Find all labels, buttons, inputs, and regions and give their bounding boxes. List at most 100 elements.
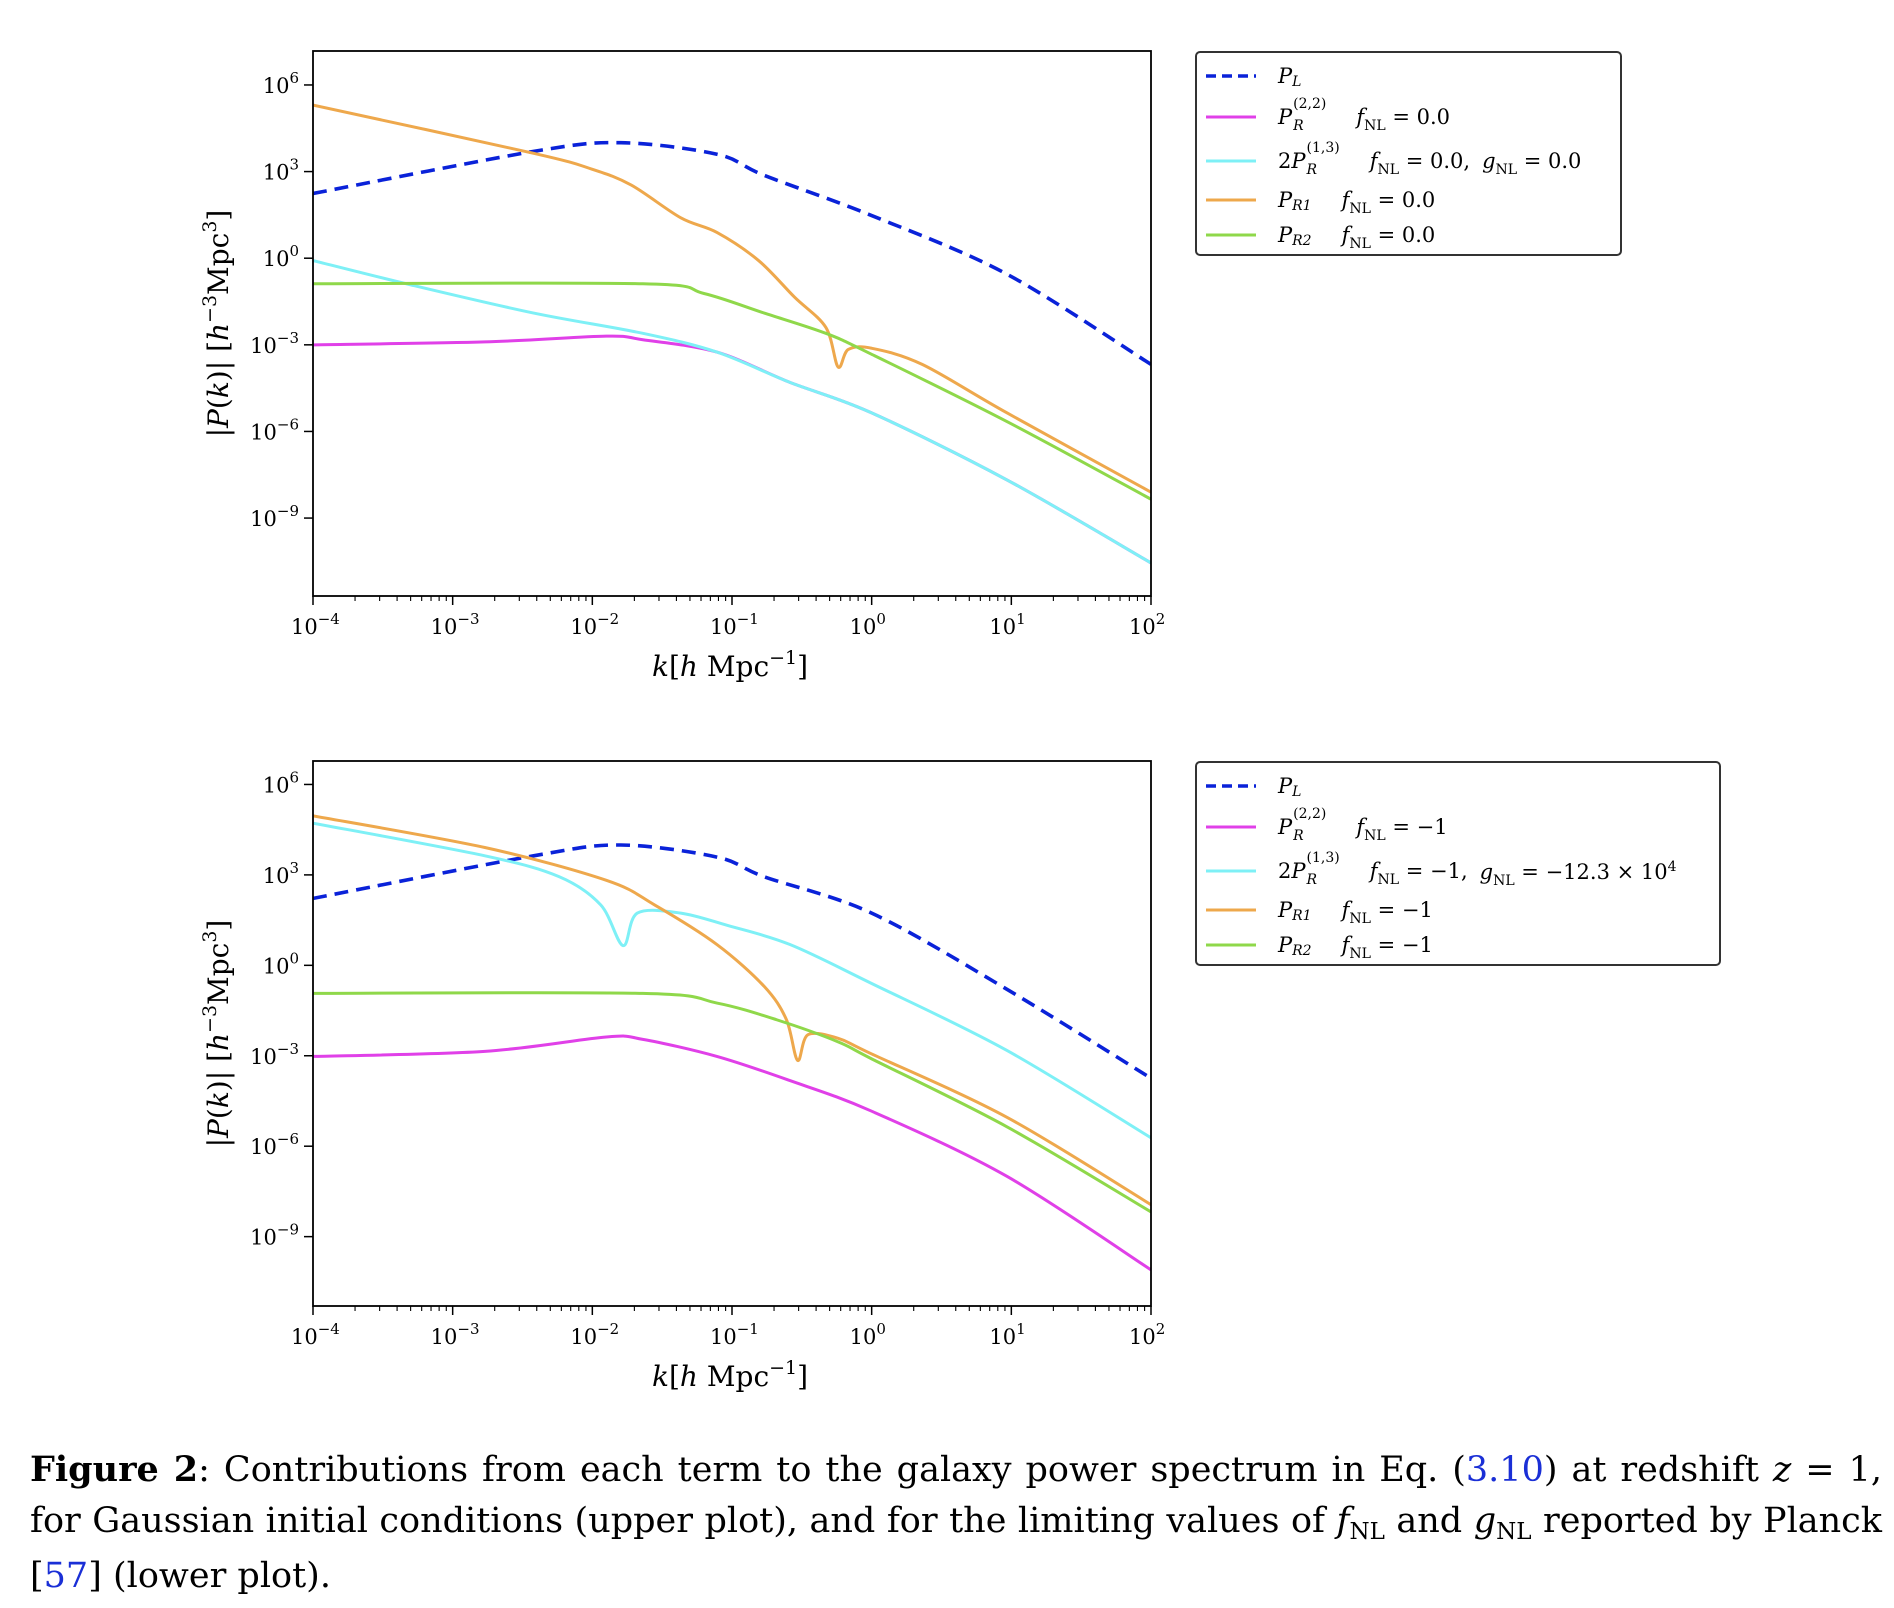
x-tick-label: 10−2: [570, 610, 619, 639]
y-tick-exponent: −3: [277, 1040, 299, 1058]
param-value: = −12.3 × 10: [1514, 859, 1668, 884]
x-tick-label: 100: [850, 1320, 886, 1349]
y-tick-label: 10−6: [250, 1130, 299, 1159]
y-tick-label: 106: [263, 69, 299, 98]
plot-upper: 10−4 10−3 10−2 10−1 100 101 10210610310010−310…: [199, 50, 1165, 683]
caption-text: ) at redshift: [1543, 1450, 1773, 1490]
figure-caption: Figure 2: Contributions from each term t…: [30, 1444, 1882, 1602]
x-tick-exponent: 1: [1016, 610, 1026, 628]
legend-superscript: (2,2): [1293, 806, 1327, 822]
legend-param: fNL = −1: [1356, 815, 1447, 844]
caption-label: Figure 2: [30, 1449, 199, 1490]
y-tick-exponent: −6: [277, 1130, 299, 1148]
param-sub: NL: [1364, 118, 1386, 134]
series-line-pr1: [313, 103, 1151, 494]
x-tick-exponent: 1: [1016, 1320, 1026, 1338]
y-label-P: P: [202, 408, 235, 429]
legend-subscript: R1: [1292, 198, 1312, 214]
param-sub: NL: [1495, 162, 1518, 178]
y-tick-base: 10: [263, 773, 290, 797]
y-tick-base: 10: [263, 864, 290, 888]
caption-text: = 1, for Gaussian initial conditions (up…: [30, 1450, 1882, 1541]
series-line-2pr13: [313, 259, 1151, 565]
y-axis-label: |P(k)| [h−3Mpc3]: [199, 920, 235, 1148]
legend-symbol: P: [1291, 149, 1306, 173]
legend-subscript: R2: [1292, 233, 1312, 249]
legend-param: fNL = 0.0: [1341, 188, 1436, 217]
legend-swatch: [1206, 115, 1256, 119]
y-tick-base: 10: [250, 1045, 277, 1069]
axes-frame: [312, 760, 1152, 1307]
legend-swatch: [1206, 825, 1256, 829]
param-value: = −1: [1370, 933, 1433, 957]
param-var: g: [1479, 859, 1494, 884]
legend-param: fNL = 0.0: [1356, 105, 1450, 134]
y-tick-base: 10: [263, 247, 290, 271]
legend-symbol: P: [1278, 774, 1293, 798]
x-tick-base: 10: [710, 1325, 737, 1349]
legend-swatch: [1206, 74, 1256, 78]
citation-link[interactable]: 57: [43, 1556, 89, 1596]
caption-math: z: [1772, 1450, 1792, 1490]
legend-swatch: [1206, 159, 1256, 163]
x-tick-exponent: −3: [457, 610, 479, 628]
x-tick-label: 10−1: [710, 1320, 759, 1349]
x-tick-exponent: −4: [318, 1320, 340, 1338]
y-tick-base: 10: [250, 1135, 277, 1159]
param-value: = −1,: [1399, 859, 1468, 883]
x-tick-base: 10: [570, 1325, 597, 1349]
param-sub: NL: [1493, 872, 1515, 889]
legend-param: fNL = −1,: [1370, 859, 1468, 888]
x-tick-exponent: −2: [597, 610, 619, 628]
x-axis-label: k[h Mpc−1]: [652, 1357, 808, 1393]
param-var: f: [1369, 149, 1378, 173]
param-var: g: [1482, 149, 1496, 173]
y-label-unit: Mpc: [202, 233, 235, 295]
series-group: [313, 814, 1151, 1272]
y-label-part: )| [: [202, 1051, 235, 1091]
caption-math-sub: NL: [1349, 1519, 1385, 1545]
series-line-pr22: [313, 334, 1151, 565]
series-line-pr2: [313, 281, 1151, 501]
x-tick-base: 10: [570, 615, 597, 639]
y-label-P: P: [202, 1118, 235, 1139]
param-value: = 0.0: [1517, 149, 1582, 173]
x-label-h: h: [680, 650, 698, 683]
y-tick-exponent: 0: [289, 949, 299, 967]
param-exponent: 4: [1667, 858, 1677, 875]
y-tick-label: 10−9: [250, 502, 299, 531]
y-tick-exponent: −9: [277, 502, 299, 520]
legend-swatch: [1206, 784, 1256, 788]
x-tick-label: 10−3: [431, 1320, 480, 1349]
x-tick-exponent: −3: [457, 1320, 479, 1338]
x-tick-base: 10: [431, 615, 458, 639]
x-label-unit: Mpc: [698, 650, 769, 683]
y-tick-label: 100: [263, 949, 299, 978]
legend-symbol: P: [1278, 105, 1293, 129]
legend-subscript: R: [1293, 118, 1304, 134]
x-tick-base: 10: [710, 615, 737, 639]
equation-link[interactable]: 3.10: [1465, 1450, 1544, 1490]
legend-param: fNL = 0.0: [1342, 223, 1436, 252]
param-var: f: [1341, 188, 1350, 212]
x-tick-base: 10: [291, 1325, 318, 1349]
x-tick-label: 100: [850, 610, 886, 639]
x-tick-label: 10−1: [710, 610, 759, 639]
series-line-pl: [313, 843, 1151, 1080]
y-label-part: |: [202, 428, 235, 437]
y-tick-exponent: −3: [277, 329, 299, 347]
x-label-part: ]: [797, 1360, 808, 1393]
param-sub: NL: [1349, 911, 1371, 927]
legend-superscript: (1,3): [1306, 850, 1340, 866]
y-label-h: h: [202, 1033, 235, 1051]
legend-symbol: P: [1278, 64, 1293, 88]
legend-entry: P R1 fNL = −1: [1197, 895, 1433, 927]
y-tick-label: 103: [263, 859, 299, 888]
param-sub: NL: [1349, 946, 1371, 962]
x-tick-label: 10−2: [570, 1320, 619, 1349]
legend-subscript: R2: [1292, 943, 1312, 959]
